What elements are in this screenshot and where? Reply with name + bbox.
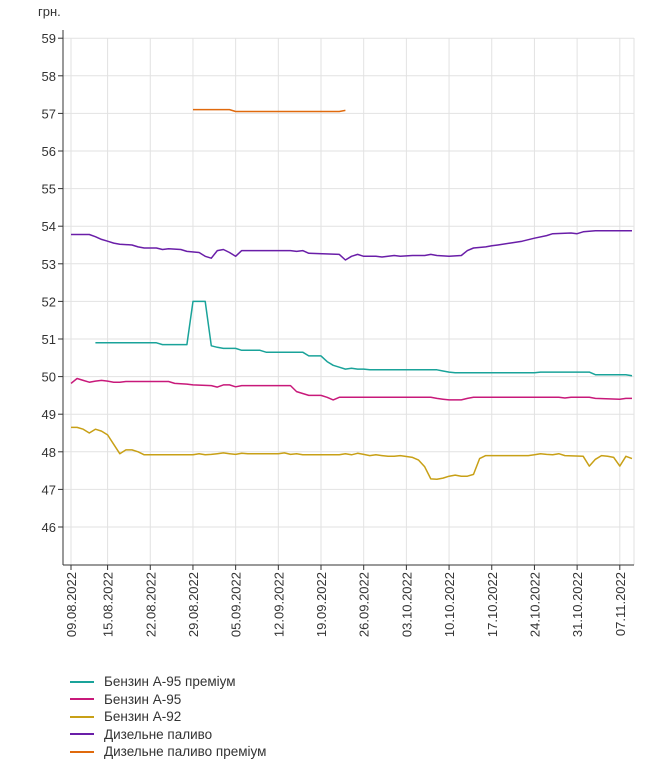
line-chart: 46 47 48 49 50 51 52 53 54 55 56 57 58 59 09.08.2022 1… [38,4,635,637]
legend-label: Бензин А-92 [104,709,182,725]
y-tick-label: 51 [42,332,56,347]
legend-label: Бензин А-95 преміум [104,674,236,690]
y-tick-label: 47 [42,482,56,497]
series-line-4 [71,229,632,261]
series-line-2 [70,377,632,401]
legend-swatch [70,733,94,736]
legend-label: Дизельне паливо преміум [104,744,267,760]
x-tick-label: 17.10.2022 [485,572,500,637]
series-line-3 [71,426,633,480]
y-tick-label: 54 [42,219,56,234]
x-tick-label: 29.08.2022 [186,572,201,637]
x-tick-label: 12.09.2022 [271,572,286,637]
x-tick-label: 31.10.2022 [570,572,585,637]
y-tick-label: 49 [42,407,56,422]
x-tick-label: 10.10.2022 [442,572,457,637]
legend-swatch [70,698,94,701]
legend-item[interactable]: Дизельне паливо преміум [70,743,266,761]
legend-item[interactable]: Дизельне паливо [70,726,266,744]
y-tick-label: 57 [42,106,56,121]
grid-lines [63,37,635,565]
x-tick-labels: 09.08.2022 15.08.2022 22.08.2022 29.08.2022… [64,572,628,637]
legend-label: Дизельне паливо [104,726,213,742]
legend-item[interactable]: Бензин А-95 [70,691,266,709]
x-tick-label: 07.11.2022 [613,572,628,636]
legend-item[interactable]: Бензин А-95 преміум [70,673,266,691]
x-tick-label: 03.10.2022 [399,572,414,637]
y-tick-label: 58 [42,69,56,84]
y-tick-label: 46 [42,520,56,535]
x-tick-label: 26.09.2022 [357,572,372,637]
x-tick-label: 22.08.2022 [143,572,158,637]
legend-swatch [70,750,94,753]
x-tick-label: 24.10.2022 [527,572,542,637]
y-tick-label: 59 [42,31,56,46]
series-line-1 [95,300,633,377]
legend: Бензин А-95 преміум Бензин А-95 Бензин А-9… [70,673,266,761]
y-tick-labels: 46 47 48 49 50 51 52 53 54 55 56 57 58 59 [42,31,56,535]
y-tick-label: 52 [42,294,56,309]
y-tick-label: 53 [42,257,56,272]
series-layer [70,108,633,480]
x-tick-label: 19.09.2022 [314,572,329,637]
x-tick-label: 15.08.2022 [101,572,116,637]
y-tick-label: 50 [42,370,56,385]
y-axis-unit-label: грн. [38,4,61,19]
y-tick-label: 48 [42,445,56,460]
axes [58,30,634,570]
legend-swatch [70,680,94,683]
x-tick-label: 05.09.2022 [229,572,244,637]
legend-item[interactable]: Бензин А-92 [70,708,266,726]
series-line-5 [193,108,346,113]
legend-swatch [70,715,94,718]
y-tick-label: 56 [42,144,56,159]
y-tick-label: 55 [42,182,56,197]
legend-label: Бензин А-95 [104,691,182,707]
x-tick-label: 09.08.2022 [64,572,79,637]
